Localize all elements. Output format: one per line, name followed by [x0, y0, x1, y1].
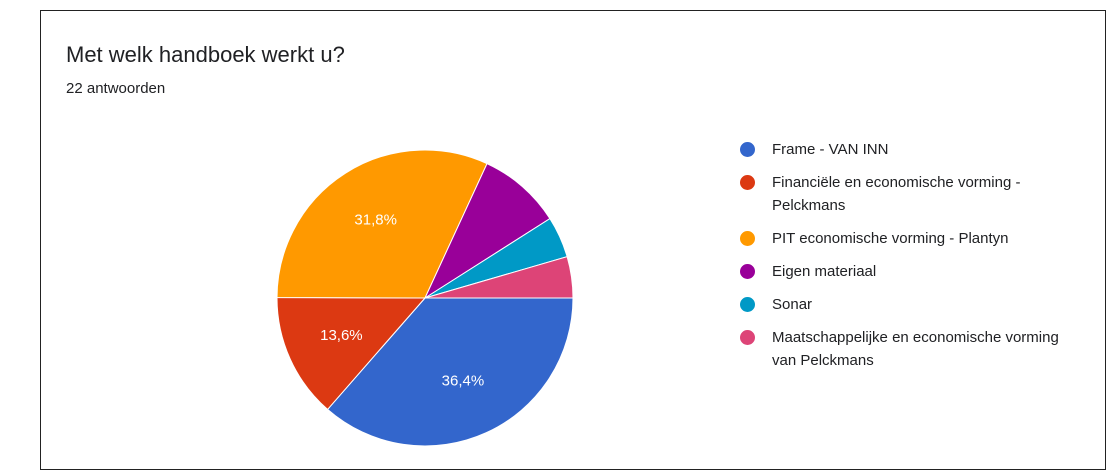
legend-label: Financiële en economische vorming - Pelc… — [772, 174, 1021, 214]
legend-item: PIT economische vorming - Plantyn — [740, 227, 1060, 250]
chart-subtitle: 22 antwoorden — [66, 80, 166, 97]
legend-label: PIT economische vorming - Plantyn — [772, 230, 1009, 247]
legend-swatch — [740, 330, 755, 345]
legend-label: Frame - VAN INN — [772, 141, 889, 158]
pie-slice — [276, 149, 488, 299]
page: Met welk handboek werkt u? 22 antwoorden… — [40, 10, 1106, 470]
legend-item: Financiële en economische vorming - Pelc… — [740, 171, 1060, 217]
chart-title: Met welk handboek werkt u? — [66, 42, 345, 67]
legend-item: Frame - VAN INN — [740, 138, 1060, 161]
slice-label: 13,6% — [320, 327, 363, 344]
legend-swatch — [740, 175, 755, 190]
chart: 36,4% 13,6% 31,8% — [276, 149, 574, 447]
legend: Frame - VAN INN Financiële en economische… — [740, 138, 1060, 382]
legend-item: Maatschappelijke en economische vorming … — [740, 326, 1060, 372]
pie-slice — [276, 297, 427, 411]
legend-swatch — [740, 142, 755, 157]
pie-slice — [423, 162, 551, 300]
slice-label: 36,4% — [442, 373, 485, 390]
pie-slice — [424, 256, 574, 299]
legend-label: Eigen materiaal — [772, 263, 877, 280]
legend-swatch — [740, 231, 755, 246]
legend-swatch — [740, 264, 755, 279]
slice-label: 31,8% — [354, 212, 397, 229]
legend-item: Sonar — [740, 293, 1060, 316]
legend-swatch — [740, 297, 755, 312]
legend-item: Eigen materiaal — [740, 260, 1060, 283]
legend-label: Maatschappelijke en economische vorming … — [772, 329, 1059, 369]
pie-slice — [326, 297, 574, 447]
legend-label: Sonar — [772, 296, 813, 313]
